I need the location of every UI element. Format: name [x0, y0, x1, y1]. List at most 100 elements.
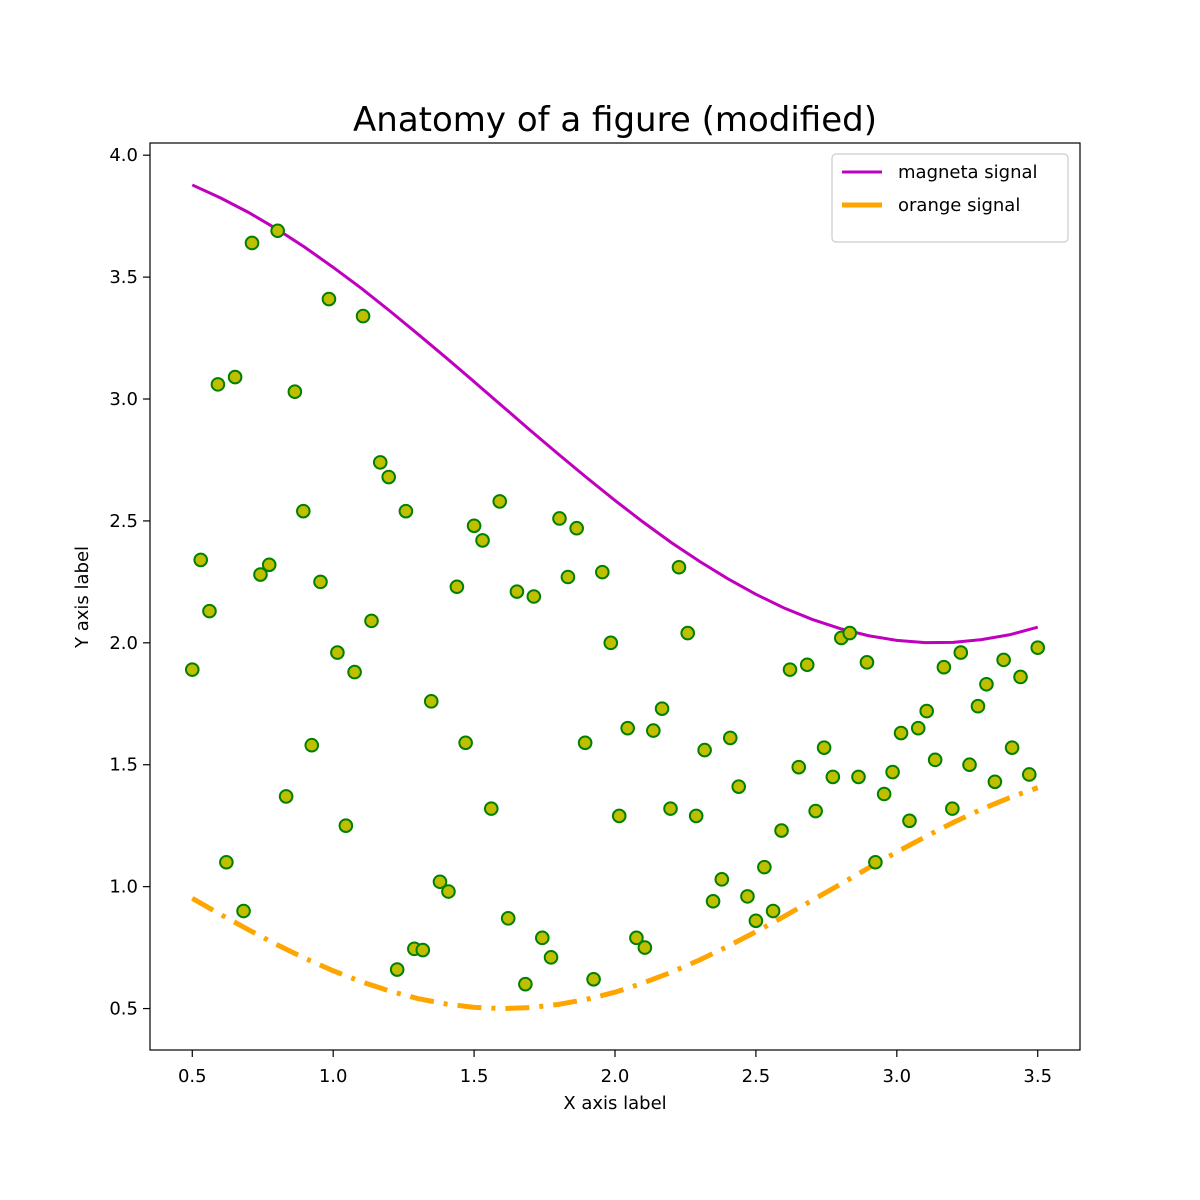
scatter-point	[671, 559, 687, 575]
scatter-point	[278, 789, 294, 804]
scatter-point	[791, 759, 807, 775]
x-axis-label: X axis label	[563, 1093, 666, 1114]
scatter-point	[1021, 767, 1037, 782]
scatter-point	[799, 657, 815, 673]
scatter-point	[620, 720, 635, 736]
scatter-point	[560, 569, 576, 585]
x-tick-label: 0.5	[178, 1066, 207, 1087]
y-tick-label: 1.0	[109, 877, 138, 898]
scatter-point	[885, 764, 900, 780]
y-tick-label: 3.0	[109, 389, 138, 410]
scatter-point	[389, 962, 405, 977]
scatter-point	[577, 735, 593, 751]
scatter-point	[705, 893, 721, 909]
scatter-point	[953, 645, 969, 660]
scatter-point	[1004, 740, 1020, 755]
scatter-point	[876, 786, 892, 802]
scatter-point	[603, 635, 619, 651]
scatter-point	[979, 676, 994, 692]
scatter-point	[330, 645, 345, 660]
scatter-point	[774, 823, 789, 838]
scatter-point	[996, 652, 1011, 668]
legend-box	[831, 153, 1069, 243]
scatter-point	[509, 584, 525, 599]
chart-title: Anatomy of a figure (modified)	[353, 100, 877, 140]
y-tick-label: 2.5	[109, 511, 138, 532]
scatter-point	[193, 552, 209, 568]
scatter-point	[253, 567, 268, 582]
x-tick-label: 2.5	[742, 1066, 771, 1087]
scatter-point	[338, 818, 354, 833]
scatter-point	[449, 579, 465, 595]
scatter-point	[244, 235, 260, 251]
y-tick-label: 2.0	[109, 633, 138, 654]
scatter-point	[595, 564, 610, 580]
x-tick-label: 1.0	[319, 1066, 348, 1087]
scatter-point	[714, 872, 730, 887]
scatter-point	[842, 625, 858, 641]
scatter-point	[629, 930, 644, 946]
x-tick-label: 3.0	[882, 1066, 911, 1087]
scatter-point	[475, 533, 490, 548]
scatter-point	[936, 659, 952, 675]
scatter-point	[868, 854, 883, 870]
scatter-point	[825, 769, 841, 785]
scatter-point	[184, 662, 200, 677]
scatter-point	[364, 613, 379, 629]
scatter-point	[287, 384, 303, 399]
scatter-point	[1030, 640, 1046, 656]
scatter-point	[748, 913, 764, 929]
scatter-point	[782, 662, 798, 677]
scatter-point	[927, 752, 943, 768]
scatter-point	[313, 574, 328, 590]
scatter-point	[526, 589, 542, 604]
scatter-point	[893, 725, 909, 741]
scatter-point	[270, 223, 285, 239]
scatter-point	[355, 308, 371, 324]
scatter-point	[236, 903, 251, 919]
scatter-point	[816, 740, 832, 755]
scatter-point	[962, 757, 977, 773]
y-tick-label: 1.5	[109, 755, 138, 776]
scatter-point	[423, 694, 439, 709]
scatter-point	[970, 698, 986, 714]
scatter-point	[518, 976, 533, 992]
scatter-point	[637, 940, 653, 955]
scatter-point	[611, 808, 627, 824]
scatter-point	[219, 854, 234, 870]
scatter-point	[945, 801, 960, 816]
scatter-point	[321, 291, 337, 307]
scatter-point	[987, 774, 1003, 790]
scatter-point	[500, 911, 516, 926]
scatter-point	[1013, 669, 1028, 685]
scatter-point	[919, 703, 934, 719]
x-tick-label: 3.5	[1023, 1066, 1052, 1087]
scatter-point	[458, 735, 473, 751]
scatter-point	[296, 503, 311, 519]
scatter-point	[261, 557, 277, 573]
scatter-point	[534, 930, 550, 946]
scatter-point	[415, 942, 431, 958]
line-series	[191, 183, 1039, 645]
scatter-point	[586, 971, 601, 987]
legend-label: magneta signal	[898, 162, 1038, 183]
scatter-point	[398, 503, 414, 519]
scatter-point	[569, 520, 584, 536]
scatter-point	[757, 859, 772, 875]
y-axis-label: Y axis label	[72, 546, 93, 649]
scatter-point	[680, 625, 696, 641]
scatter-point	[552, 511, 567, 526]
scatter-point	[492, 494, 508, 509]
x-tick-label: 2.0	[601, 1066, 630, 1087]
y-tick-label: 0.5	[109, 999, 138, 1020]
scatter-point	[902, 813, 917, 829]
scatter-point	[304, 737, 320, 753]
x-tick-label: 1.5	[460, 1066, 489, 1087]
y-tick-label: 3.5	[109, 267, 138, 288]
scatter-point	[654, 701, 670, 716]
scatter-point	[646, 723, 661, 738]
line-series	[191, 785, 1039, 1012]
scatter-point	[731, 779, 747, 794]
scatter-point	[808, 803, 823, 819]
